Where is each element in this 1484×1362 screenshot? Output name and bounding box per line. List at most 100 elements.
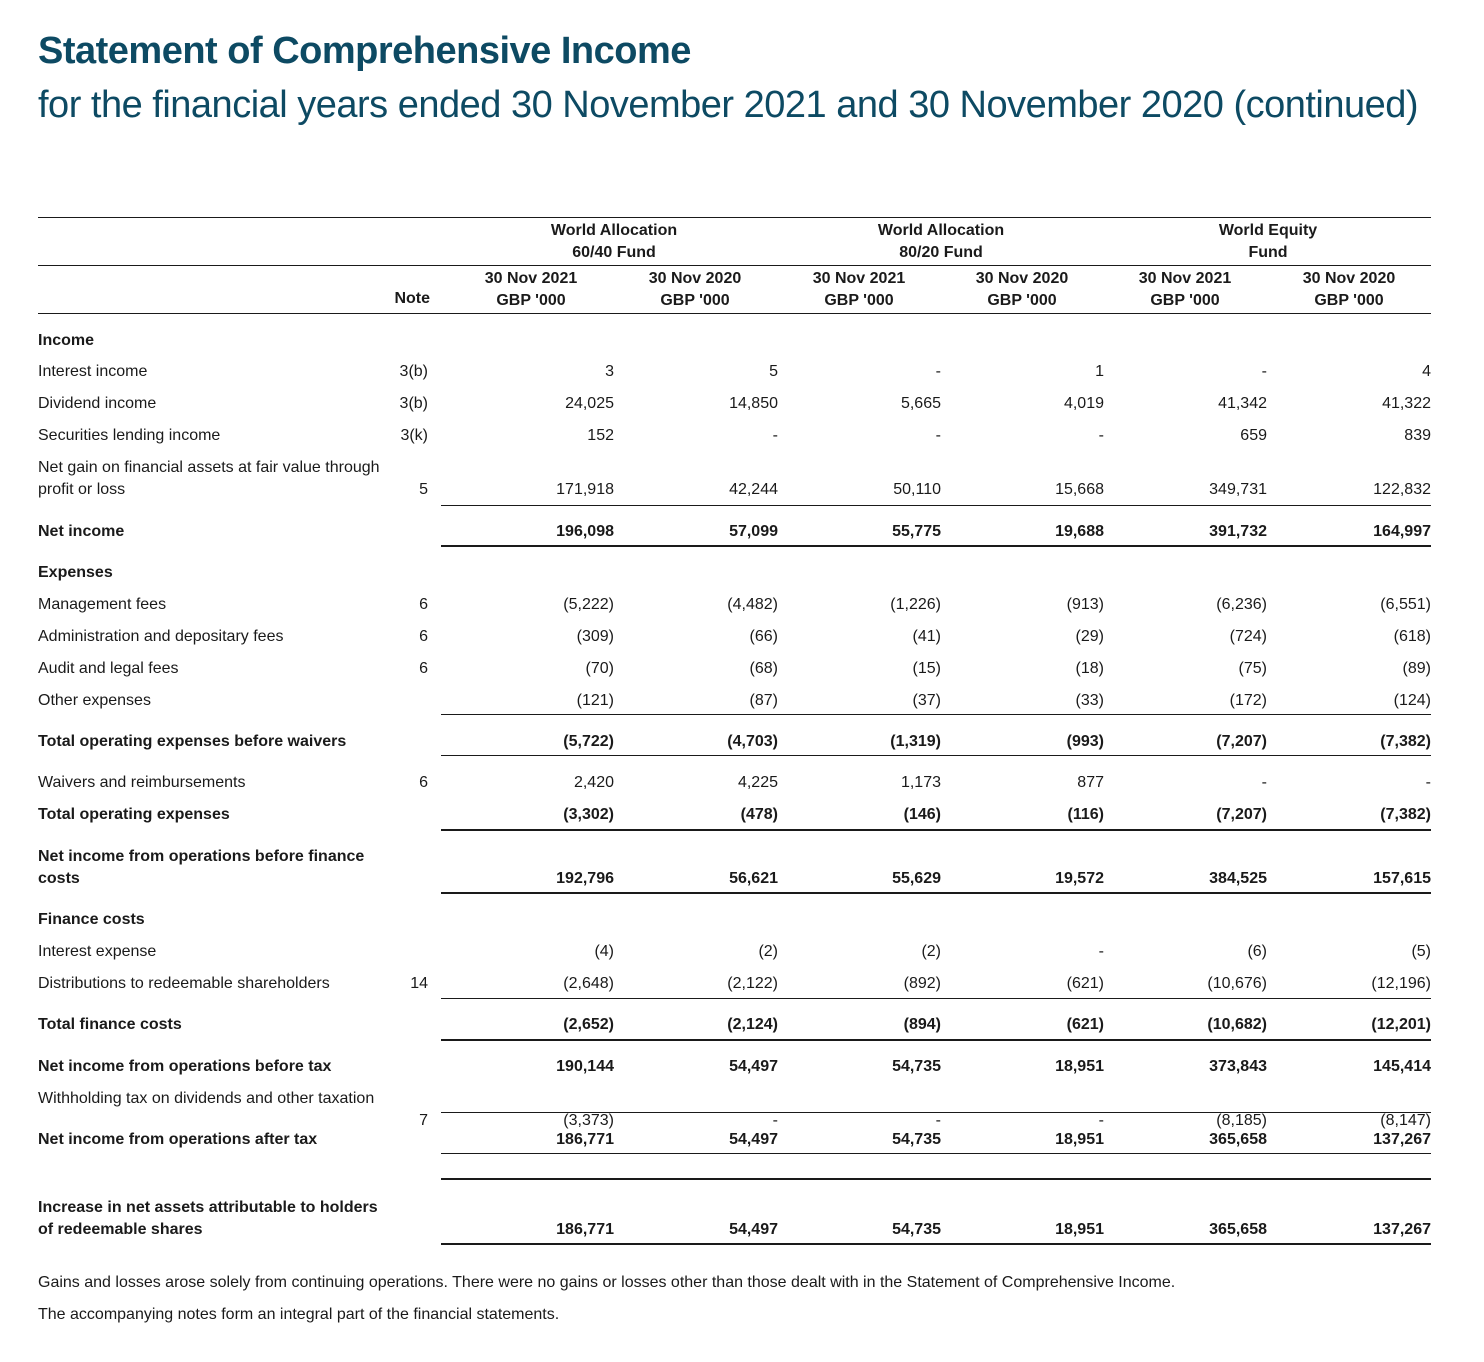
row-value: (124) bbox=[1393, 692, 1431, 709]
row-value: (6,551) bbox=[1380, 596, 1431, 613]
column-header-2: 30 Nov 2020 GBP '000 bbox=[620, 268, 770, 312]
row-value: 192,796 bbox=[556, 870, 614, 887]
total-rule bbox=[441, 829, 1431, 831]
fund-header-3: World Equity Fund bbox=[1148, 220, 1388, 264]
row-value: (4,482) bbox=[727, 596, 778, 613]
header-top-rule bbox=[38, 217, 1431, 218]
row-label: Securities lending income bbox=[38, 427, 221, 444]
row-value: (89) bbox=[1402, 660, 1431, 677]
row-value: 54,735 bbox=[892, 1131, 941, 1148]
row-value: (10,682) bbox=[1207, 1016, 1267, 1033]
column-header-unit: GBP '000 bbox=[824, 292, 894, 309]
row-value: (1,319) bbox=[890, 733, 941, 750]
row-label: Interest expense bbox=[38, 943, 157, 960]
row-value: 54,497 bbox=[729, 1058, 778, 1075]
column-header-unit: GBP '000 bbox=[1314, 292, 1384, 309]
row-value: 152 bbox=[587, 427, 614, 444]
row-note: 6 bbox=[419, 660, 428, 677]
row-value: - bbox=[1261, 774, 1267, 791]
row-value: (2,648) bbox=[563, 975, 614, 992]
row-value: (621) bbox=[1066, 1016, 1104, 1033]
row-value: (3,302) bbox=[563, 806, 614, 823]
row-value: (146) bbox=[903, 806, 941, 823]
row-label: Net income from operations after tax bbox=[38, 1131, 318, 1148]
total-rule bbox=[441, 545, 1431, 547]
row-value: (7,382) bbox=[1380, 806, 1431, 823]
row-label: Waivers and reimbursements bbox=[38, 774, 246, 791]
row-value: (5,722) bbox=[563, 733, 614, 750]
row-value: - bbox=[772, 427, 778, 444]
fund-header-line2: Fund bbox=[1248, 244, 1288, 261]
row-value: - bbox=[772, 1112, 778, 1129]
note-column-header: Note bbox=[394, 290, 430, 307]
row-value: (7,207) bbox=[1216, 733, 1267, 750]
page-title: Statement of Comprehensive Income bbox=[38, 30, 691, 72]
row-value: - bbox=[1098, 1112, 1104, 1129]
row-value: (41) bbox=[912, 628, 941, 645]
row-value: 41,322 bbox=[1382, 395, 1431, 412]
column-header-date: 30 Nov 2020 bbox=[975, 270, 1069, 287]
row-value: 18,951 bbox=[1055, 1131, 1104, 1148]
row-value: 50,110 bbox=[893, 481, 941, 498]
row-value: 18,951 bbox=[1055, 1221, 1104, 1238]
row-label: Total operating expenses before waivers bbox=[38, 733, 347, 750]
row-value: 2,420 bbox=[573, 774, 614, 791]
row-value: (10,676) bbox=[1207, 975, 1267, 992]
row-value: (892) bbox=[903, 975, 941, 992]
row-value: 18,951 bbox=[1055, 1058, 1104, 1075]
row-value: (7,382) bbox=[1380, 733, 1431, 750]
row-value: 186,771 bbox=[556, 1221, 614, 1238]
fund-header-line2: 60/40 Fund bbox=[572, 244, 656, 261]
row-value: 659 bbox=[1240, 427, 1267, 444]
row-value: 384,525 bbox=[1209, 870, 1267, 887]
row-value: 373,843 bbox=[1209, 1058, 1267, 1075]
row-value: 57,099 bbox=[729, 523, 778, 540]
row-value: (7,207) bbox=[1216, 806, 1267, 823]
column-header-date: 30 Nov 2020 bbox=[648, 270, 742, 287]
row-value: (33) bbox=[1075, 692, 1104, 709]
row-value: (894) bbox=[903, 1016, 941, 1033]
total-rule bbox=[441, 505, 1431, 506]
row-value: (3,373) bbox=[563, 1112, 614, 1129]
row-label: Finance costs bbox=[38, 911, 145, 928]
row-value: (8,185) bbox=[1216, 1112, 1267, 1129]
column-header-date: 30 Nov 2020 bbox=[1302, 270, 1396, 287]
row-label: Net income from operations before financ… bbox=[38, 848, 365, 887]
column-header-unit: GBP '000 bbox=[496, 292, 566, 309]
row-value: 1 bbox=[1095, 363, 1104, 380]
row-value: 54,497 bbox=[729, 1131, 778, 1148]
row-value: (116) bbox=[1067, 806, 1104, 823]
page-subtitle: for the financial years ended 30 Novembe… bbox=[38, 84, 1419, 126]
row-value: 4,019 bbox=[1063, 395, 1104, 412]
row-value: (6) bbox=[1247, 943, 1267, 960]
column-header-1: 30 Nov 2021 GBP '000 bbox=[456, 268, 606, 312]
header-bottom-rule bbox=[38, 313, 1431, 314]
row-label: Net income bbox=[38, 523, 125, 540]
row-note: 3(b) bbox=[399, 363, 428, 380]
row-label: Administration and depositary fees bbox=[38, 628, 284, 645]
row-value: 55,629 bbox=[892, 870, 941, 887]
column-header-unit: GBP '000 bbox=[987, 292, 1057, 309]
row-value: 1,173 bbox=[900, 774, 941, 791]
row-value: 4 bbox=[1422, 363, 1431, 380]
row-value: - bbox=[935, 363, 941, 380]
row-value: 5,665 bbox=[900, 395, 941, 412]
row-value: (68) bbox=[749, 660, 778, 677]
row-label: Dividend income bbox=[38, 395, 157, 412]
fund-header-line1: World Equity bbox=[1218, 222, 1318, 239]
column-header-3: 30 Nov 2021 GBP '000 bbox=[784, 268, 934, 312]
row-value: (993) bbox=[1066, 733, 1104, 750]
total-rule bbox=[441, 892, 1431, 894]
total-rule bbox=[441, 714, 1431, 715]
row-value: (70) bbox=[585, 660, 614, 677]
row-value: (5,222) bbox=[563, 596, 614, 613]
row-value: 5 bbox=[769, 363, 778, 380]
row-label: Distributions to redeemable shareholders bbox=[38, 975, 330, 992]
row-value: (29) bbox=[1075, 628, 1104, 645]
row-note: 14 bbox=[410, 975, 428, 992]
row-label: Withholding tax on dividends and other t… bbox=[38, 1090, 375, 1107]
column-header-6: 30 Nov 2020 GBP '000 bbox=[1274, 268, 1424, 312]
row-value: (121) bbox=[576, 692, 614, 709]
total-rule bbox=[441, 1243, 1431, 1245]
column-header-unit: GBP '000 bbox=[660, 292, 730, 309]
